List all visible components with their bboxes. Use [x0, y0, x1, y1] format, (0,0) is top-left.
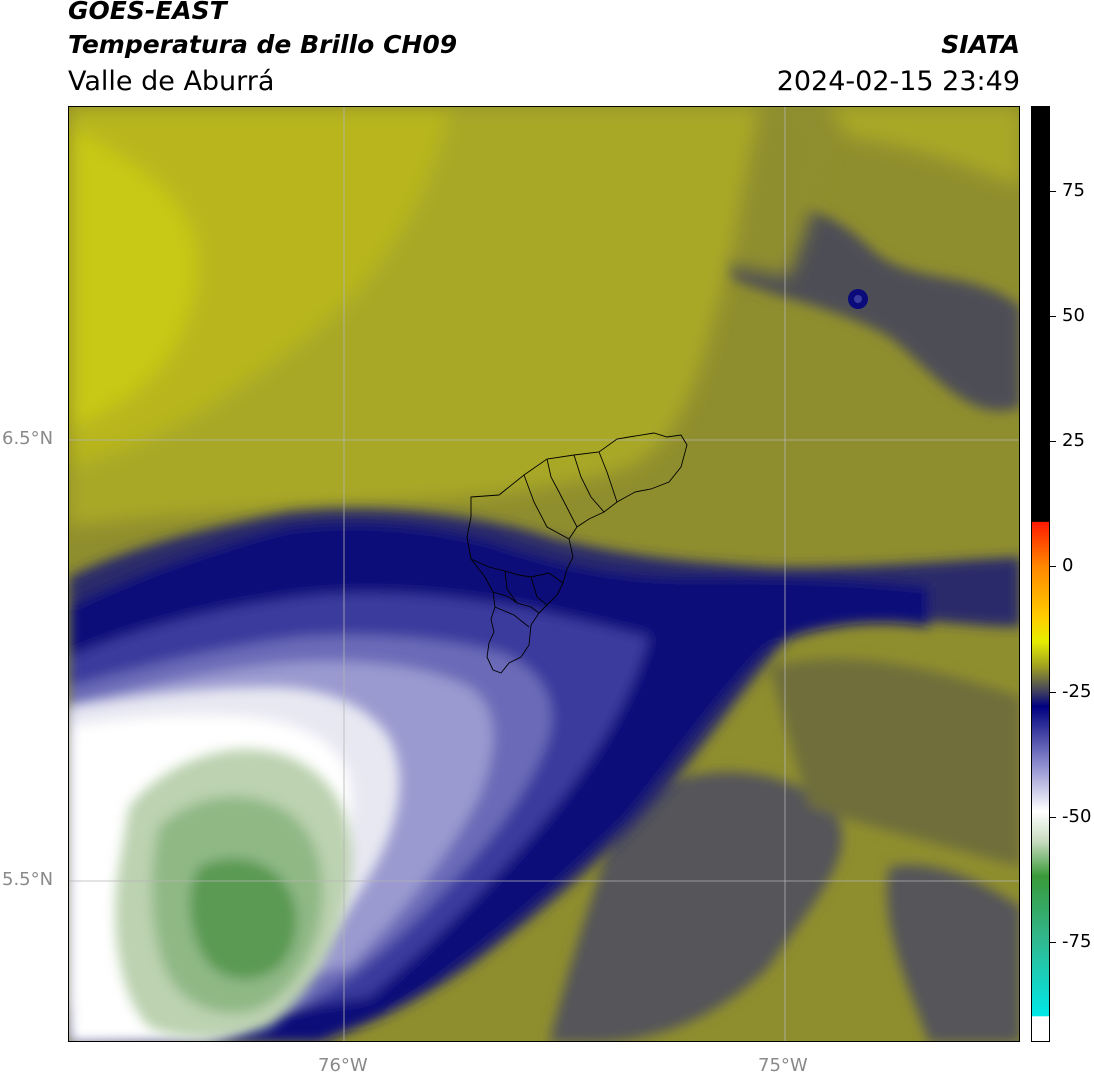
lon-label-75: 75°W	[758, 1055, 808, 1076]
satellite-map[interactable]	[68, 106, 1020, 1042]
graticule	[69, 107, 1019, 1041]
brightness-temperature-field	[69, 107, 1019, 1041]
lat-label-6-5: 6.5°N	[2, 428, 54, 449]
municipality-boundary-copacabana	[546, 458, 578, 528]
product-title: Temperatura de Brillo CH09	[68, 30, 458, 59]
convective-cell-core	[854, 295, 862, 303]
municipality-boundary-sabaneta	[492, 591, 518, 604]
colorbar-tick-label: -75	[1062, 930, 1092, 952]
colorbar-tick-mark	[1050, 941, 1056, 943]
colorbar-tick-label: -50	[1062, 805, 1092, 827]
satellite-title: GOES-EAST	[68, 0, 227, 25]
colorbar-tick-label: 25	[1062, 430, 1085, 452]
municipality-boundary-girardota	[573, 454, 605, 513]
datetime-label: 2024-02-15 23:49	[776, 66, 1020, 97]
municipality-boundary-bello	[523, 474, 570, 540]
colorbar-tick-label: 75	[1062, 180, 1085, 202]
colorbar-tick-mark	[1050, 441, 1056, 443]
colorbar-tick-mark	[1050, 691, 1056, 693]
agency-label: SIATA	[941, 30, 1020, 59]
colorbar-tick-mark	[1050, 191, 1056, 193]
municipality-boundary-caldas	[494, 606, 530, 628]
colorbar-tick-mark	[1050, 816, 1056, 818]
municipality-boundary-barbosa	[598, 451, 618, 503]
temperature-colorbar	[1031, 106, 1050, 1042]
yellow-warm-region	[69, 107, 1019, 527]
colorbar-tick-label: 50	[1062, 305, 1085, 327]
colorbar-tick-mark	[1050, 566, 1056, 568]
colorbar-tick-label: 0	[1062, 555, 1074, 577]
colorbar-tick-label: -25	[1062, 680, 1092, 702]
municipality-boundary-envigado	[530, 576, 548, 606]
colorbar-tick-mark	[1050, 316, 1056, 318]
coldest-core	[115, 749, 352, 1039]
municipality-boundary-outline	[466, 432, 688, 674]
lat-label-5-5: 5.5°N	[2, 869, 54, 890]
grey-cloud-patches	[549, 205, 1019, 1041]
lon-label-76: 76°W	[318, 1055, 368, 1076]
municipality-boundary-medellin	[470, 558, 564, 584]
region-subtitle: Valle de Aburrá	[68, 66, 275, 97]
valle-de-aburra-municipalities	[466, 432, 688, 674]
